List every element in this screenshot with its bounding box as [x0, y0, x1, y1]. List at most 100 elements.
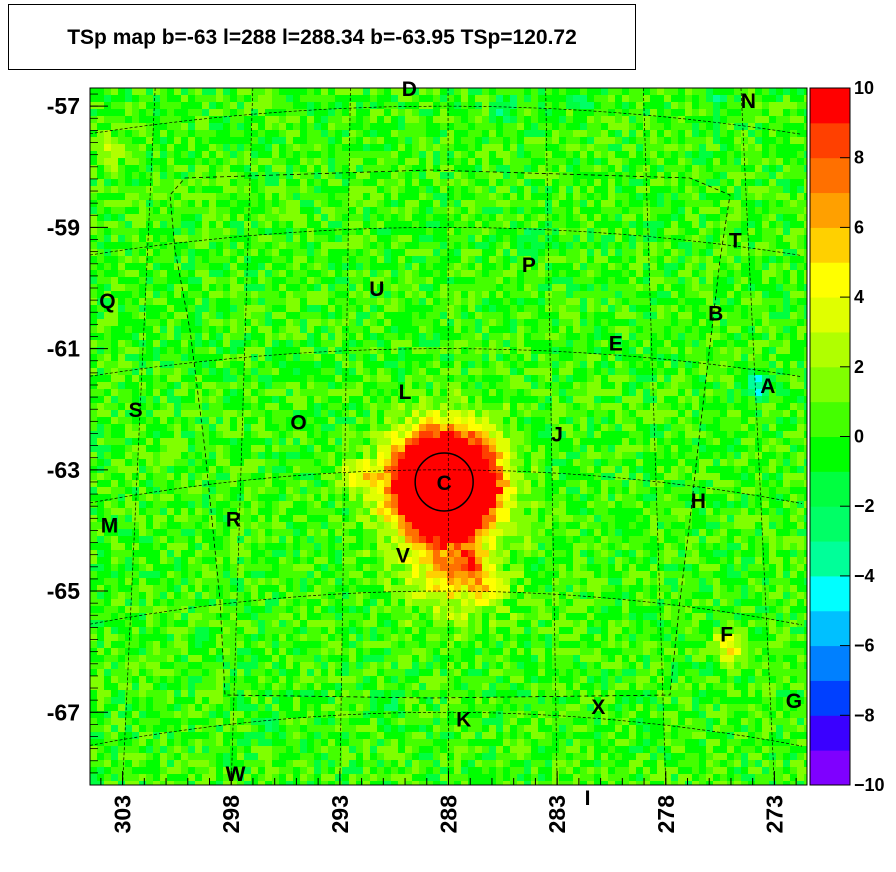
heatmap-cell: [167, 746, 174, 753]
heatmap-cell: [300, 578, 307, 585]
heatmap-cell: [384, 599, 391, 606]
heatmap-cell: [307, 403, 314, 410]
heatmap-cell: [216, 151, 223, 158]
heatmap-cell: [356, 487, 363, 494]
heatmap-cell: [132, 760, 139, 767]
heatmap-cell: [426, 564, 433, 571]
heatmap-cell: [244, 102, 251, 109]
heatmap-cell: [419, 508, 426, 515]
heatmap-cell: [300, 186, 307, 193]
heatmap-cell: [216, 396, 223, 403]
heatmap-cell: [223, 193, 230, 200]
heatmap-cell: [398, 326, 405, 333]
heatmap-cell: [363, 774, 370, 781]
heatmap-cell: [125, 403, 132, 410]
heatmap-cell: [139, 375, 146, 382]
heatmap-cell: [335, 515, 342, 522]
heatmap-cell: [223, 242, 230, 249]
heatmap-cell: [97, 438, 104, 445]
heatmap-cell: [111, 333, 118, 340]
heatmap-cell: [223, 732, 230, 739]
heatmap-cell: [258, 746, 265, 753]
heatmap-cell: [174, 452, 181, 459]
heatmap-cell: [118, 571, 125, 578]
heatmap-cell: [202, 361, 209, 368]
heatmap-cell: [181, 116, 188, 123]
heatmap-cell: [405, 564, 412, 571]
heatmap-cell: [216, 389, 223, 396]
heatmap-cell: [202, 221, 209, 228]
heatmap-cell: [244, 130, 251, 137]
heatmap-cell: [307, 305, 314, 312]
heatmap-cell: [286, 704, 293, 711]
heatmap-cell: [342, 319, 349, 326]
heatmap-cell: [181, 529, 188, 536]
heatmap-cell: [300, 207, 307, 214]
heatmap-cell: [300, 571, 307, 578]
heatmap-cell: [160, 382, 167, 389]
heatmap-cell: [356, 606, 363, 613]
heatmap-cell: [132, 711, 139, 718]
heatmap-cell: [251, 270, 258, 277]
heatmap-cell: [153, 613, 160, 620]
heatmap-cell: [132, 193, 139, 200]
heatmap-cell: [230, 130, 237, 137]
heatmap-cell: [265, 676, 272, 683]
heatmap-cell: [398, 732, 405, 739]
heatmap-cell: [132, 256, 139, 263]
heatmap-cell: [300, 368, 307, 375]
heatmap-cell: [160, 515, 167, 522]
heatmap-cell: [153, 536, 160, 543]
heatmap-cell: [356, 529, 363, 536]
heatmap-cell: [272, 361, 279, 368]
heatmap-cell: [167, 641, 174, 648]
heatmap-cell: [377, 102, 384, 109]
heatmap-cell: [342, 333, 349, 340]
heatmap-cell: [377, 550, 384, 557]
heatmap-cell: [139, 697, 146, 704]
heatmap-cell: [272, 319, 279, 326]
heatmap-cell: [300, 564, 307, 571]
heatmap-cell: [405, 550, 412, 557]
heatmap-cell: [258, 214, 265, 221]
heatmap-cell: [209, 606, 216, 613]
heatmap-cell: [314, 333, 321, 340]
heatmap-cell: [370, 599, 377, 606]
heatmap-cell: [216, 424, 223, 431]
heatmap-cell: [139, 95, 146, 102]
heatmap-cell: [188, 193, 195, 200]
heatmap-cell: [209, 235, 216, 242]
heatmap-cell: [167, 452, 174, 459]
heatmap-cell: [104, 669, 111, 676]
heatmap-cell: [342, 648, 349, 655]
heatmap-cell: [398, 501, 405, 508]
heatmap-cell: [433, 571, 440, 578]
heatmap-cell: [314, 746, 321, 753]
heatmap-cell: [433, 473, 440, 480]
heatmap-cell: [132, 417, 139, 424]
heatmap-cell: [202, 396, 209, 403]
heatmap-cell: [132, 396, 139, 403]
heatmap-cell: [181, 361, 188, 368]
heatmap-cell: [272, 767, 279, 774]
heatmap-cell: [181, 396, 188, 403]
heatmap-cell: [97, 459, 104, 466]
heatmap-cell: [174, 662, 181, 669]
heatmap-cell: [272, 669, 279, 676]
heatmap-cell: [202, 375, 209, 382]
heatmap-cell: [412, 221, 419, 228]
heatmap-cell: [370, 396, 377, 403]
heatmap-cell: [244, 319, 251, 326]
heatmap-cell: [216, 543, 223, 550]
heatmap-cell: [307, 599, 314, 606]
heatmap-cell: [202, 718, 209, 725]
heatmap-cell: [90, 417, 97, 424]
heatmap-cell: [97, 739, 104, 746]
heatmap-cell: [314, 158, 321, 165]
heatmap-cell: [195, 109, 202, 116]
heatmap-cell: [265, 116, 272, 123]
heatmap-cell: [363, 158, 370, 165]
heatmap-cell: [90, 599, 97, 606]
heatmap-cell: [237, 732, 244, 739]
heatmap-cell: [377, 319, 384, 326]
